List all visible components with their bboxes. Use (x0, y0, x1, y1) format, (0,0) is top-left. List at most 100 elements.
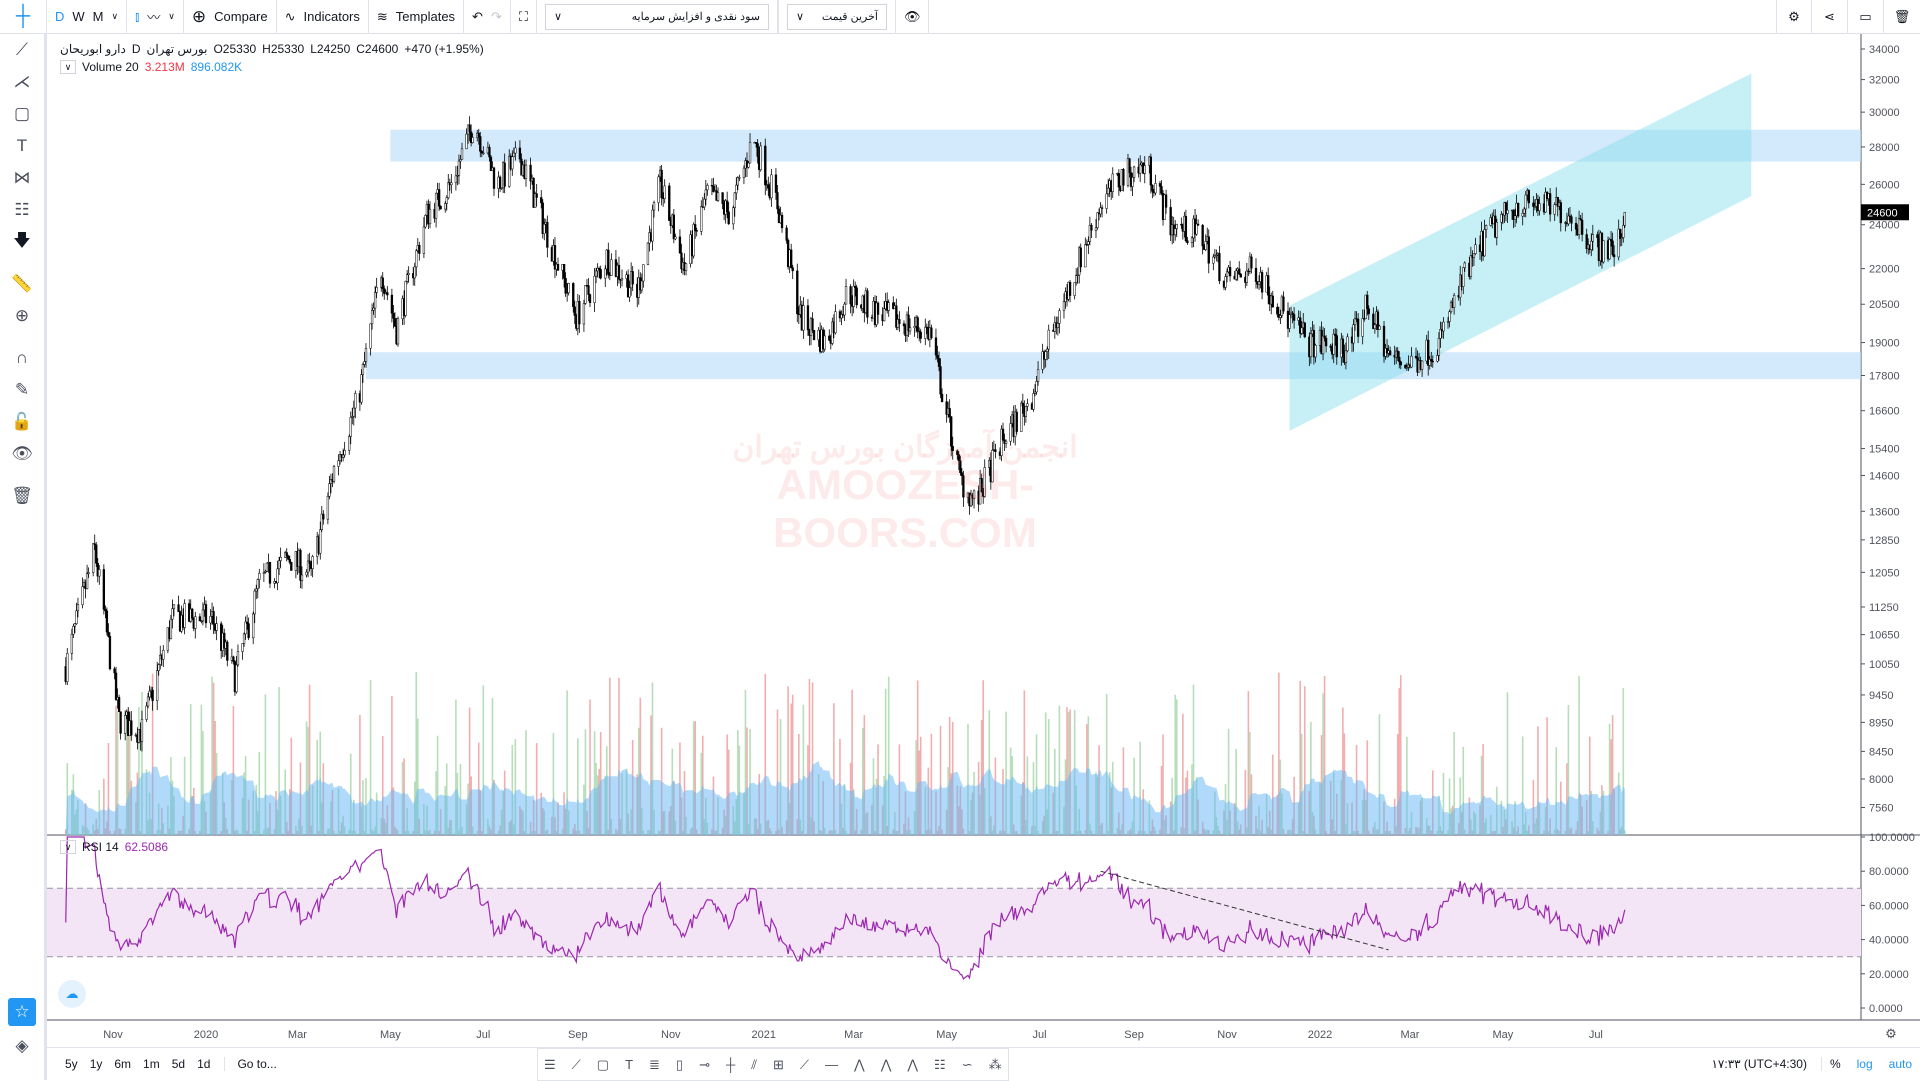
cloud-icon[interactable]: ☁ (58, 980, 86, 1008)
callout-icon[interactable]: ▯ (675, 1056, 684, 1072)
volume-bar (764, 674, 767, 835)
brush-icon[interactable]: ⟋ (799, 1056, 810, 1072)
zoom-in-icon[interactable]: ⊕ (14, 306, 30, 325)
chevron-down-icon[interactable]: ∨ (111, 11, 119, 21)
pattern-icon[interactable]: ⁂ (988, 1056, 1002, 1072)
candle-body (950, 416, 953, 447)
price-tick-label: 22000 (1869, 264, 1900, 276)
auto-toggle[interactable]: auto (1888, 1057, 1912, 1071)
interval-d[interactable]: D (55, 9, 65, 24)
range-1d[interactable]: 1d (197, 1057, 211, 1071)
pitchfork-icon[interactable]: ⋌ (13, 72, 31, 91)
trash-icon[interactable]: 🗑 (11, 486, 33, 505)
elliott-icon[interactable]: ⋀ (854, 1056, 865, 1072)
interval-m[interactable]: M (92, 9, 104, 24)
volume-bar (589, 699, 591, 835)
candle (311, 554, 314, 578)
candle-body (1088, 224, 1092, 242)
gear-icon[interactable]: ⚙ (1776, 0, 1812, 34)
undo-icon[interactable]: ↶ (472, 8, 483, 24)
candle-body (840, 314, 843, 319)
candle-body (1361, 318, 1364, 337)
range-5d[interactable]: 5d (171, 1057, 186, 1071)
dividend-dropdown[interactable]: سود نقدی و افزایش سرمایه ∨ (544, 3, 769, 30)
percent-toggle[interactable]: % (1820, 1057, 1849, 1071)
candle-body (1346, 336, 1349, 352)
magnet-icon[interactable]: ∩ (15, 348, 29, 367)
trendline-icon[interactable]: ⟋ (16, 40, 28, 59)
candle (76, 597, 80, 618)
candle-body (1420, 360, 1424, 370)
rectangle-icon[interactable]: ▢ (13, 104, 31, 123)
forecast-icon[interactable]: ☷ (934, 1056, 946, 1072)
collapse-button[interactable]: ∨ (60, 60, 76, 74)
price-tick-label: 10650 (1869, 630, 1900, 642)
candle (255, 584, 258, 600)
candle (428, 201, 432, 229)
rectangle-icon[interactable]: ▢ (596, 1056, 610, 1072)
prediction-icon[interactable]: ☷ (14, 200, 30, 219)
candle-body (1622, 225, 1625, 238)
share-icon[interactable]: ⋖ (1812, 0, 1848, 34)
range-6m[interactable]: 6m (114, 1057, 132, 1071)
candle-body (1399, 361, 1402, 366)
text-icon[interactable]: T (16, 136, 28, 155)
volume-bar (776, 709, 779, 835)
arrow-down-icon[interactable]: 🡇 (13, 230, 31, 250)
candle-body (1132, 166, 1136, 178)
candle (1260, 269, 1264, 300)
price-tick-label: 30000 (1869, 107, 1900, 119)
line-icon[interactable]: ⟋ (571, 1056, 581, 1072)
crosshair-icon[interactable]: ┼ (0, 0, 47, 34)
trash-icon[interactable]: 🗑 (1893, 8, 1911, 24)
range-1y[interactable]: 1y (89, 1057, 103, 1071)
eye-icon[interactable]: 👁 (894, 0, 930, 34)
volume-bar (1175, 699, 1178, 835)
volume-bar (305, 721, 308, 835)
candle (882, 300, 886, 322)
interval-w[interactable]: W (72, 9, 85, 24)
range-icon[interactable]: ⊞ (773, 1056, 784, 1072)
snapshot-icon[interactable]: ▭ (1848, 0, 1884, 34)
horizontal-ray-icon[interactable]: — (825, 1057, 839, 1072)
indicators-button[interactable]: ∿ Indicators (277, 0, 369, 34)
pattern-icon[interactable]: ⋈ (13, 168, 31, 187)
candle (1299, 311, 1302, 339)
lock-icon[interactable]: 🔓 (11, 412, 33, 431)
goto-button[interactable]: Go to... (224, 1057, 277, 1071)
candle (252, 611, 255, 645)
candle-body (226, 641, 229, 661)
candle-body (1532, 202, 1535, 207)
hline-icon[interactable]: ☰ (544, 1056, 556, 1072)
chart-type[interactable]: ⫾ 〰 ∨ (127, 0, 184, 34)
ray-icon[interactable]: ⊸ (699, 1056, 710, 1072)
templates-button[interactable]: ≋ Templates (369, 0, 465, 34)
candle (1602, 240, 1605, 264)
ruler-icon[interactable]: 📏 (11, 274, 33, 293)
range-5y[interactable]: 5y (65, 1057, 78, 1071)
candle-body (352, 407, 355, 417)
lock-drawing-icon[interactable]: ✎ (14, 380, 30, 399)
layers-icon[interactable]: ◈ (15, 1036, 29, 1055)
channel-icon[interactable]: ⫽ (751, 1056, 758, 1072)
candle-body (1117, 173, 1120, 188)
candle-body (620, 278, 624, 281)
eye-icon[interactable]: 👁 (11, 444, 33, 463)
cross-icon[interactable]: ┼ (725, 1057, 736, 1072)
redo-icon[interactable]: ↷ (490, 8, 502, 24)
text-icon[interactable]: T (625, 1057, 634, 1072)
range-1m[interactable]: 1m (143, 1057, 160, 1071)
fullscreen-icon[interactable]: ⛶ (511, 0, 537, 34)
fib-icon[interactable]: ≣ (649, 1056, 660, 1072)
wave-icon[interactable]: ⋀ (907, 1056, 919, 1072)
star-icon[interactable]: ☆ (8, 998, 36, 1026)
candle-body (148, 690, 151, 698)
chart-canvas[interactable]: 34000 32000 30000 28000 26000 24000 22000 20500… (47, 34, 1920, 1047)
log-toggle[interactable]: log (1856, 1057, 1873, 1071)
curve-icon[interactable]: ∽ (961, 1056, 973, 1072)
collapse-button[interactable]: ∨ (60, 840, 76, 854)
price-dropdown[interactable]: آخرین قیمت ∨ (786, 3, 887, 30)
abcd-icon[interactable]: ⋀ (880, 1056, 892, 1072)
timezone-button[interactable]: ۱۷:۳۳ (UTC+4:30) (1711, 1057, 1807, 1071)
compare-button[interactable]: ⊕ Compare (184, 0, 277, 34)
